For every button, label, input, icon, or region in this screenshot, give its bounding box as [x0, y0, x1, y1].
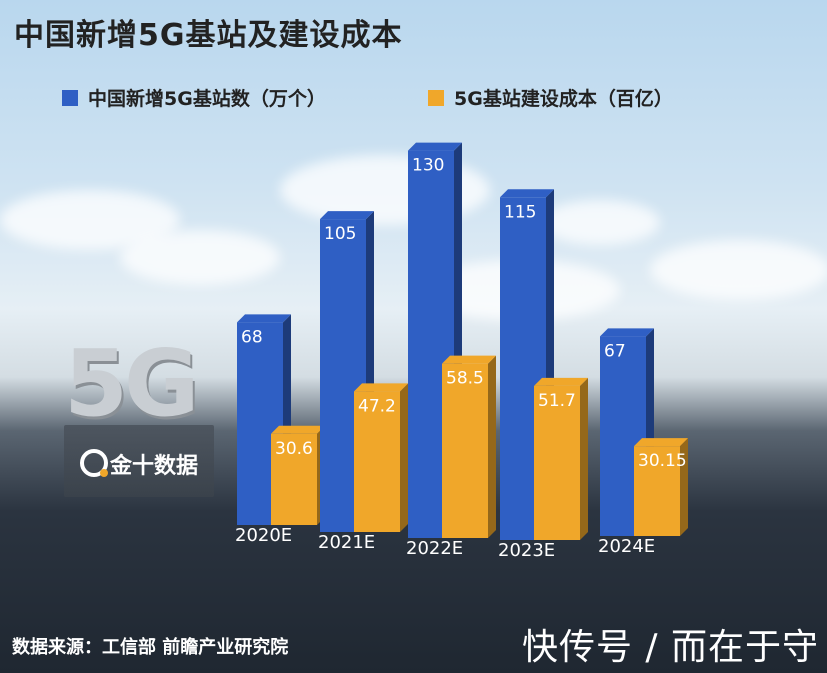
legend-swatch-blue — [62, 89, 78, 106]
bar-1-0 — [271, 433, 317, 525]
logo-5g-text: 5G — [64, 330, 200, 437]
bar-side-1-1 — [400, 383, 408, 532]
x-tick-label-3: 2023E — [498, 540, 555, 561]
bar-top-1-0 — [271, 425, 325, 434]
data-label-0-4: 67 — [604, 341, 626, 361]
data-label-0-2: 130 — [412, 156, 444, 176]
data-label-1-4: 30.15 — [638, 451, 687, 471]
bar-1-3 — [534, 385, 580, 540]
data-label-0-3: 115 — [504, 202, 536, 222]
data-label-1-1: 47.2 — [358, 396, 396, 416]
brand-name: 金十数据 — [110, 454, 199, 479]
bar-top-0-4 — [600, 328, 654, 337]
data-label-0-1: 105 — [324, 224, 356, 244]
chart-title: 中国新增5G基站及建设成本 — [14, 18, 403, 53]
bar-top-0-2 — [408, 142, 462, 151]
bar-top-1-4 — [634, 438, 688, 447]
bar-top-1-3 — [534, 377, 588, 386]
x-tick-label-2: 2022E — [406, 538, 463, 559]
bar-1-1 — [354, 391, 400, 532]
x-tick-label-4: 2024E — [598, 536, 655, 557]
bar-top-0-0 — [237, 314, 291, 323]
watermark: 快传号 / 而在于守 — [521, 627, 819, 668]
bar-side-1-2 — [488, 355, 496, 538]
bar-top-0-1 — [320, 211, 374, 220]
data-label-1-3: 51.7 — [538, 391, 576, 411]
bar-side-1-4 — [680, 438, 688, 536]
legend-label-stations: 中国新增5G基站数（万个） — [88, 88, 326, 110]
brand-logo-icon — [80, 449, 108, 477]
legend-swatch-orange — [428, 89, 444, 106]
bar-1-4 — [634, 446, 680, 536]
bar-top-0-3 — [500, 189, 554, 198]
data-label-1-0: 30.6 — [275, 439, 313, 459]
legend-item-cost: 5G基站建设成本（百亿） — [428, 84, 673, 111]
source-note: 数据来源：工信部 前瞻产业研究院 — [12, 637, 289, 658]
bar-top-1-1 — [354, 383, 408, 392]
bar-side-1-3 — [580, 377, 588, 540]
legend-item-stations: 中国新增5G基站数（万个） — [62, 84, 326, 111]
data-label-0-0: 68 — [241, 327, 263, 347]
x-tick-label-1: 2021E — [318, 532, 375, 553]
data-label-1-2: 58.5 — [446, 369, 484, 389]
x-tick-label-0: 2020E — [235, 525, 292, 546]
legend-label-cost: 5G基站建设成本（百亿） — [454, 88, 673, 110]
bar-top-1-2 — [442, 355, 496, 364]
bar-1-2 — [442, 363, 488, 538]
